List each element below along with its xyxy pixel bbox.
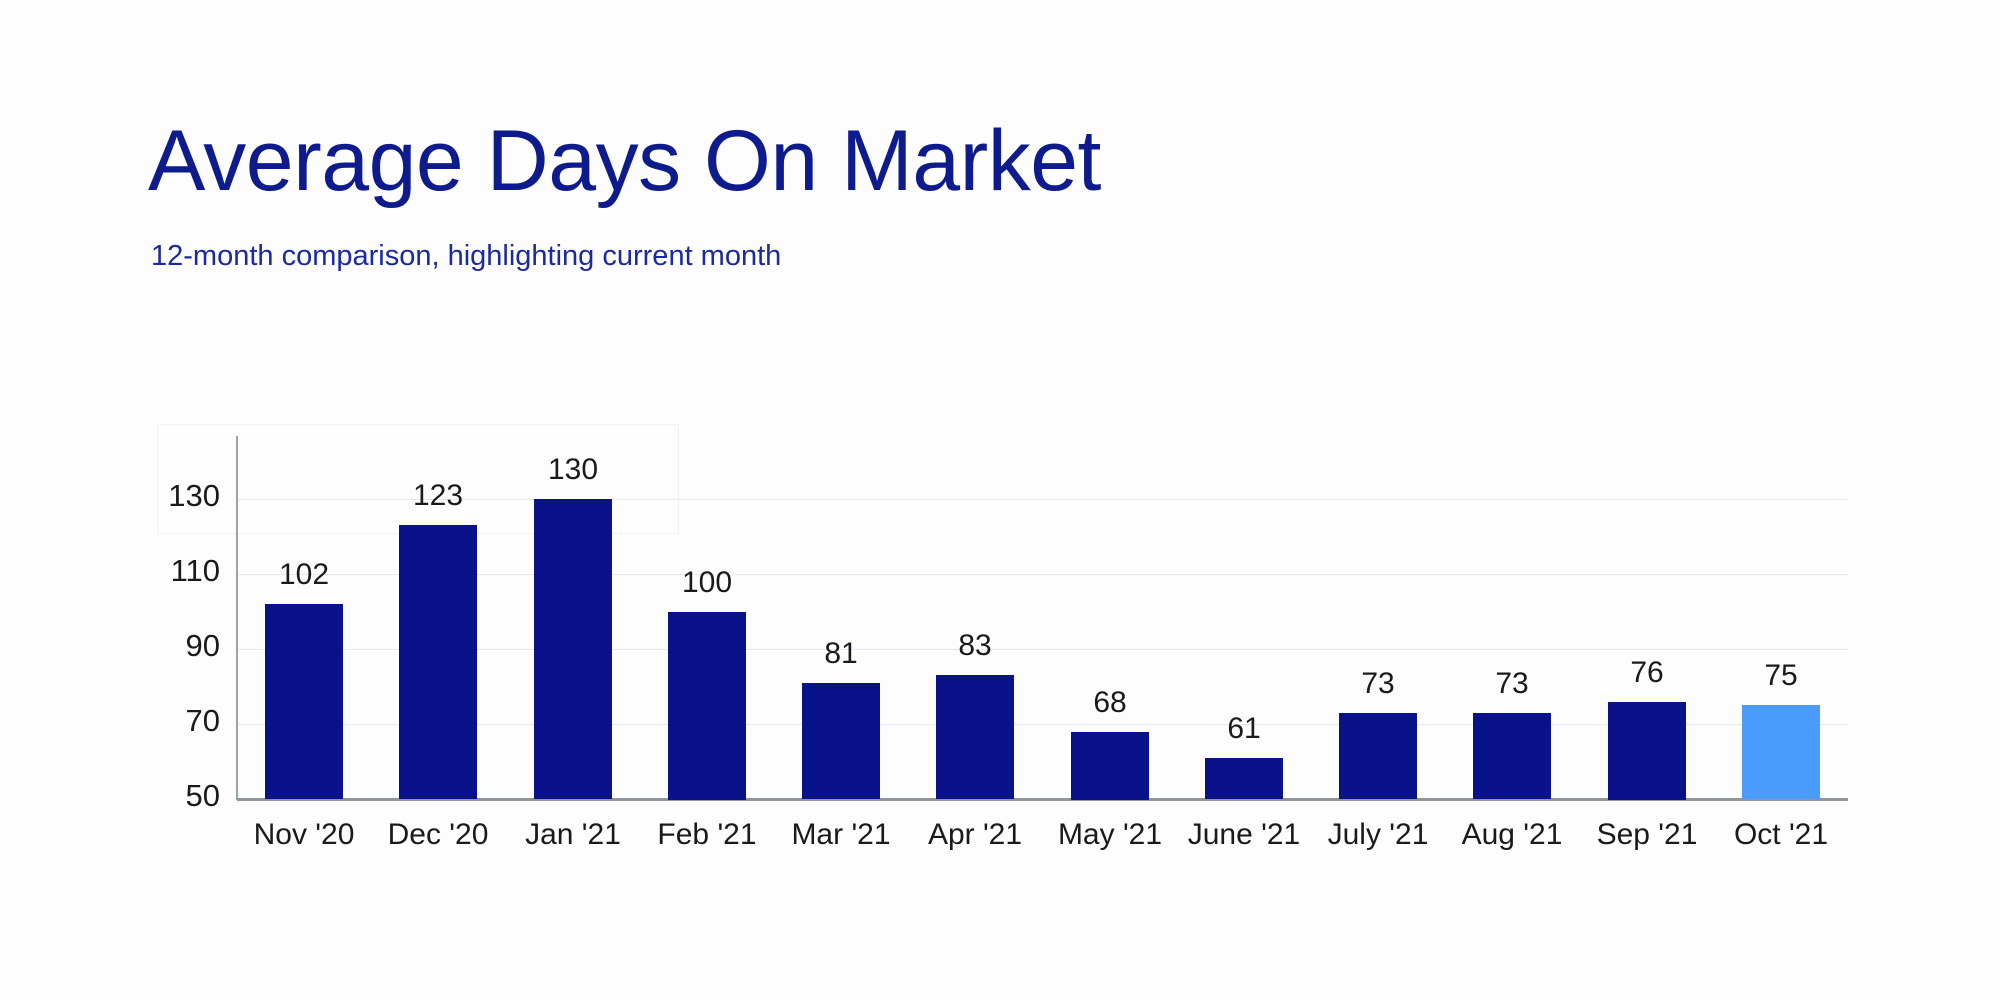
bar-aug21[interactable] [1473, 713, 1551, 799]
x-tick-label-11: Oct '21 [1733, 818, 1829, 851]
page-subtitle: 12-month comparison, highlighting curren… [151, 240, 782, 272]
y-tick-label-90: 90 [185, 628, 220, 663]
x-tick-label-9: Aug '21 [1461, 818, 1563, 851]
bar-july21[interactable] [1339, 713, 1417, 799]
bar-value-label-11: 75 [1764, 659, 1798, 692]
bar-sep21[interactable] [1608, 702, 1686, 800]
x-tick-label-1: Dec '20 [387, 818, 489, 851]
bar-value-label-10: 76 [1630, 656, 1664, 689]
x-tick-label-0: Nov '20 [253, 818, 355, 851]
y-axis-line [236, 436, 238, 800]
bar-dec20[interactable] [399, 525, 477, 799]
bar-nov20[interactable] [265, 604, 343, 799]
gridline-130 [237, 499, 1848, 500]
y-tick-label-50: 50 [185, 778, 220, 813]
y-tick-label-110: 110 [170, 553, 220, 588]
x-axis-line [237, 798, 1848, 801]
page-title: Average Days On Market [148, 113, 1101, 209]
bar-value-label-0: 102 [278, 558, 330, 591]
bar-value-label-5: 83 [958, 629, 992, 662]
bar-value-label-7: 61 [1227, 712, 1261, 745]
x-tick-label-2: Jan '21 [525, 818, 621, 851]
bar-value-label-1: 123 [412, 479, 464, 512]
x-tick-label-4: Mar '21 [791, 818, 891, 851]
bar-may21[interactable] [1071, 732, 1149, 800]
gridline-110 [237, 574, 1848, 575]
bar-mar21[interactable] [802, 683, 880, 799]
bar-oct21[interactable] [1742, 705, 1820, 799]
bar-value-label-8: 73 [1361, 667, 1395, 700]
x-tick-label-6: May '21 [1057, 818, 1163, 851]
x-tick-label-8: July '21 [1327, 818, 1429, 851]
bar-value-label-3: 100 [681, 566, 733, 599]
y-tick-label-130: 130 [168, 478, 220, 513]
gridline-90 [237, 649, 1848, 650]
x-tick-label-7: June '21 [1187, 818, 1301, 851]
bar-apr21[interactable] [936, 675, 1014, 799]
x-tick-label-3: Feb '21 [657, 818, 757, 851]
gridline-70 [237, 724, 1848, 725]
bar-value-label-9: 73 [1495, 667, 1529, 700]
bar-value-label-2: 130 [547, 453, 599, 486]
bar-value-label-4: 81 [824, 637, 858, 670]
bar-jan21[interactable] [534, 499, 612, 799]
bar-value-label-6: 68 [1093, 686, 1127, 719]
x-tick-label-5: Apr '21 [927, 818, 1023, 851]
y-tick-label-70: 70 [185, 703, 220, 738]
bar-june21[interactable] [1205, 758, 1283, 799]
bar-feb21[interactable] [668, 612, 746, 800]
x-tick-label-10: Sep '21 [1596, 818, 1698, 851]
